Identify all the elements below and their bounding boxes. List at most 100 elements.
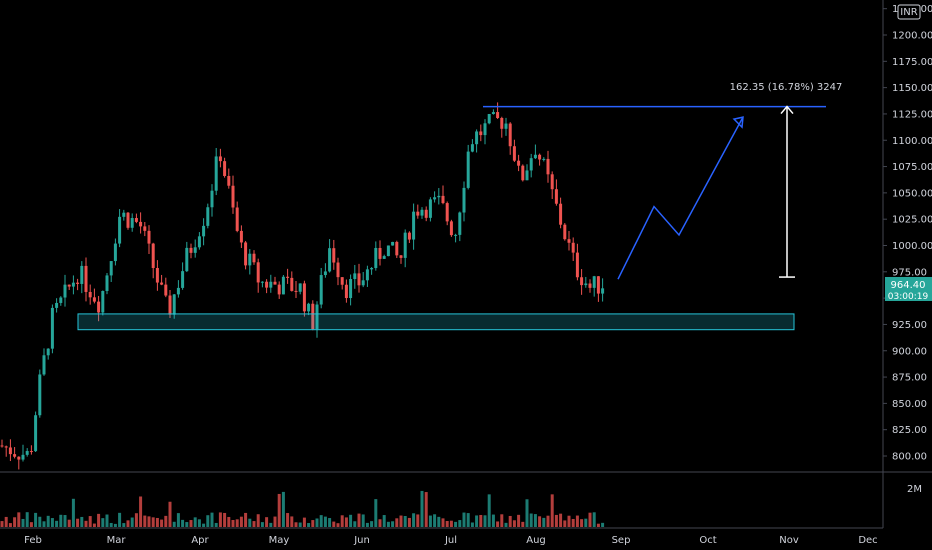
candle-body [361,280,365,286]
candle-body [269,281,273,288]
candle-body [491,112,495,115]
volume-bar [46,515,50,527]
candle-body [130,218,134,228]
candle-body [71,282,75,287]
volume-bar [286,513,290,527]
volume-bar [0,521,4,527]
volume-bar [428,515,432,527]
candle-body [479,131,483,136]
volume-bar [8,523,12,527]
volume-bar [298,522,302,527]
volume-bar [160,519,164,527]
candle-body [412,211,416,240]
volume-bar [370,521,374,527]
candle-body [517,160,521,166]
candle-body [147,230,151,244]
price-tick-label: 925.00 [892,320,927,331]
candle-body [248,253,252,266]
volume-bar [424,492,428,527]
volume-bar [512,520,516,527]
candle-body [307,303,311,312]
candle-body [113,243,117,262]
volume-bar [559,513,563,527]
candle-body [168,295,172,315]
candle-body [218,156,222,162]
candle-body [529,158,533,171]
volume-bar [80,516,84,527]
candle-body [437,195,441,198]
candle-body [231,185,235,208]
candle-body [122,212,126,217]
volume-bar [391,521,395,527]
candle-body [433,197,437,200]
candle-body [559,203,563,225]
price-tick-label: 850.00 [892,399,927,410]
projection-path[interactable] [617,116,744,280]
volume-bar [365,522,369,527]
volume-bar [34,512,38,527]
volume-bar [260,522,264,527]
candle-body [533,154,537,159]
candle-body [365,269,369,281]
candle-body [34,415,38,452]
candle-body [109,261,113,276]
candle-body [420,209,424,216]
time-axis[interactable]: Feb Mar Apr May Jun Jul Aug Sep Oct Nov Dec [24,535,878,546]
candle-body [592,276,596,288]
volume-bar [441,518,445,527]
volume-bar [462,512,466,527]
volume-bar [59,514,63,527]
volume-bar [13,517,17,527]
volume-bar [466,513,470,527]
price-range-measure[interactable] [779,105,795,278]
volume-bar [521,521,525,527]
candle-body [601,288,605,294]
candle-body [538,154,542,160]
volume-bar [126,520,130,527]
candle-body [105,275,109,292]
volume-bar [122,523,126,527]
candle-body [391,241,395,246]
volume-bar [491,514,495,527]
price-tick-label: 1200.00 [892,31,932,42]
candle-body [126,212,130,228]
volume-bar [25,512,29,527]
volume-bar [223,512,227,527]
support-zone[interactable] [77,313,795,331]
candle-body [84,265,88,292]
candle-body [235,207,239,231]
candle-body [445,203,449,222]
volume-bar [139,496,143,527]
volume-bar [588,512,592,527]
candle-body [21,454,25,460]
volume-bar [437,516,441,527]
volume-bar [554,514,558,527]
volume-bar [483,515,487,527]
candle-body [575,252,579,278]
volume-bar [118,512,122,527]
candle-body [554,189,558,204]
candle-body [63,284,67,298]
candle-body [101,291,105,313]
volume-bar [454,521,458,527]
candle-body [290,277,294,291]
volume-bar [101,518,105,527]
candle-body [302,283,306,312]
volume-bar [332,521,336,527]
volume-bar [542,517,546,527]
volume-bar [164,515,168,527]
volume-bar [202,523,206,527]
candle-body [344,284,348,299]
month-label: Dec [858,535,877,546]
candle-body [319,275,323,305]
volume-bar [344,517,348,527]
candle-body [424,209,428,218]
price-axis[interactable]: 1225.001200.001175.001150.001125.001100.… [883,4,932,463]
volume-bar [395,518,399,527]
candle-body [210,190,214,208]
volume-bar [319,515,323,527]
candle-body [193,247,197,253]
candle-body [357,273,361,286]
volume-bar [470,522,474,527]
